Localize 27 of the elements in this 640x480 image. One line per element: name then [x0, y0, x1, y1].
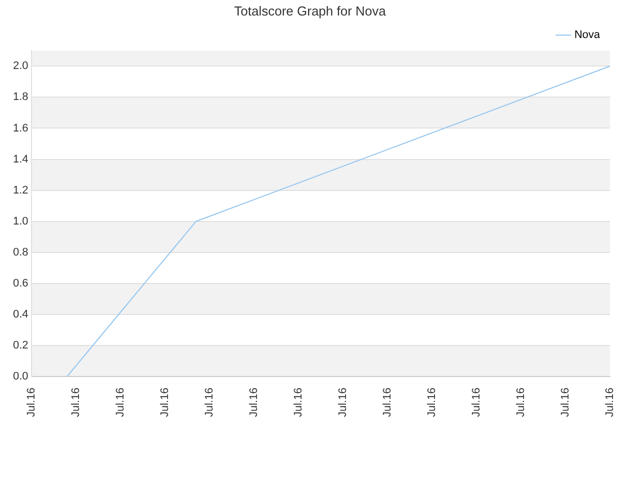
x-tick-label: Jul.16 — [470, 388, 482, 418]
chart-title: Totalscore Graph for Nova — [234, 3, 387, 18]
y-tick-label: 0.6 — [12, 278, 28, 290]
x-tick-label: Jul.16 — [25, 388, 38, 418]
x-tick-label: Jul.16 — [515, 388, 527, 418]
x-tick-label: Jul.16 — [381, 388, 394, 418]
y-tick-label: 0.4 — [12, 308, 28, 321]
x-tick-label: Jul.16 — [426, 388, 438, 418]
x-tick-label: Jul.16 — [560, 388, 572, 418]
x-tick-label: Jul.16 — [336, 388, 349, 418]
y-tick-label: 0.0 — [12, 370, 28, 383]
x-tick-label: Jul.16 — [70, 388, 82, 418]
y-tick-label: 2.0 — [12, 60, 28, 72]
y-tick-label: 0.8 — [12, 246, 28, 258]
x-tick-label: Jul.16 — [604, 388, 616, 418]
y-tick-label: 1.2 — [12, 184, 28, 196]
y-tick-label: 1.0 — [12, 215, 28, 228]
x-tick-label: Jul.16 — [248, 388, 260, 418]
x-tick-label: Jul.16 — [203, 388, 216, 418]
x-tick-label: Jul.16 — [292, 388, 304, 418]
legend-label: Nova — [574, 29, 601, 42]
x-tick-label: Jul.16 — [114, 388, 126, 418]
y-tick-label: 1.8 — [12, 91, 28, 104]
x-tick-label: Jul.16 — [158, 388, 171, 418]
y-tick-label: 0.2 — [12, 340, 28, 352]
y-tick-label: 1.6 — [12, 122, 28, 134]
y-tick-label: 1.4 — [12, 153, 28, 166]
